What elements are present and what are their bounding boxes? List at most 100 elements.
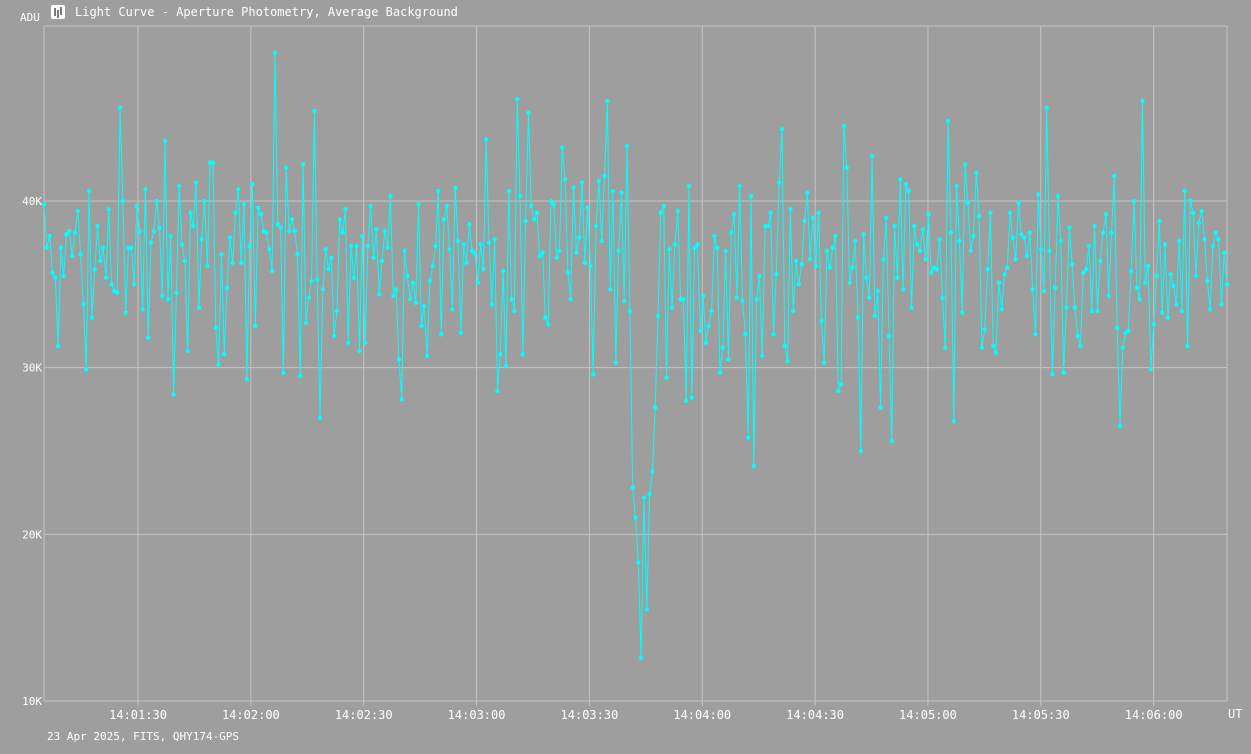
data-point bbox=[455, 238, 461, 244]
data-point bbox=[489, 302, 494, 307]
data-point bbox=[684, 398, 689, 404]
data-point bbox=[976, 213, 982, 219]
data-point bbox=[836, 388, 841, 394]
data-point bbox=[137, 228, 142, 234]
data-point bbox=[624, 143, 630, 149]
data-point bbox=[419, 323, 424, 329]
data-point bbox=[627, 308, 633, 314]
data-point bbox=[726, 357, 731, 362]
data-point bbox=[1205, 278, 1210, 284]
x-tick-label: 14:03:00 bbox=[448, 708, 506, 722]
data-point bbox=[162, 138, 168, 144]
data-point bbox=[681, 297, 686, 302]
data-point bbox=[416, 202, 421, 207]
data-point bbox=[103, 275, 109, 280]
data-point bbox=[399, 397, 404, 402]
data-point bbox=[929, 270, 934, 275]
data-point bbox=[374, 227, 379, 232]
data-point bbox=[965, 200, 971, 205]
data-point bbox=[109, 282, 114, 287]
x-tick-label: 14:03:30 bbox=[561, 708, 619, 722]
data-point bbox=[267, 247, 272, 252]
data-point bbox=[44, 245, 49, 250]
data-point bbox=[1064, 305, 1069, 310]
data-point bbox=[1103, 212, 1109, 217]
data-point bbox=[1222, 250, 1227, 255]
data-point bbox=[1058, 238, 1064, 244]
data-point bbox=[340, 230, 345, 235]
data-point bbox=[1010, 235, 1016, 240]
data-point bbox=[385, 245, 390, 250]
data-point bbox=[937, 237, 942, 242]
data-point bbox=[827, 265, 832, 270]
data-point bbox=[909, 305, 914, 310]
data-point bbox=[1168, 272, 1173, 277]
data-point bbox=[968, 248, 973, 254]
data-point bbox=[1078, 343, 1083, 349]
data-point bbox=[1036, 192, 1041, 197]
data-point bbox=[630, 485, 635, 490]
data-point bbox=[760, 353, 765, 359]
data-point bbox=[115, 290, 120, 295]
data-point bbox=[78, 252, 83, 257]
data-point bbox=[424, 353, 430, 359]
data-point bbox=[264, 230, 269, 235]
data-point bbox=[864, 275, 869, 280]
data-point bbox=[796, 282, 802, 287]
data-point bbox=[236, 187, 241, 192]
data-point bbox=[869, 153, 875, 159]
data-point bbox=[982, 327, 987, 332]
x-tick-label: 14:04:00 bbox=[673, 708, 731, 722]
data-point bbox=[89, 315, 95, 320]
data-point bbox=[554, 255, 559, 260]
data-point bbox=[377, 292, 382, 297]
data-point bbox=[900, 287, 906, 292]
data-point bbox=[326, 267, 331, 272]
data-point bbox=[816, 210, 821, 215]
data-point bbox=[661, 203, 666, 209]
data-point bbox=[841, 123, 847, 129]
data-point bbox=[813, 263, 818, 269]
data-point bbox=[560, 145, 565, 150]
data-point bbox=[1061, 370, 1066, 375]
data-point bbox=[177, 183, 182, 189]
data-point bbox=[258, 212, 264, 217]
data-point bbox=[1024, 253, 1030, 259]
data-point bbox=[174, 290, 179, 295]
y-tick-label: 40K bbox=[22, 195, 42, 208]
data-point bbox=[467, 222, 472, 227]
data-point bbox=[703, 340, 709, 345]
data-point bbox=[67, 228, 72, 234]
data-point bbox=[1106, 293, 1111, 299]
data-point bbox=[506, 188, 511, 194]
data-point bbox=[672, 242, 678, 247]
data-point bbox=[281, 370, 286, 375]
data-point bbox=[300, 162, 306, 167]
data-point bbox=[782, 343, 787, 349]
data-point bbox=[1050, 372, 1055, 377]
data-point bbox=[81, 302, 86, 307]
x-tick-label: 14:01:30 bbox=[109, 708, 167, 722]
data-point bbox=[689, 395, 694, 400]
data-point bbox=[1117, 423, 1123, 429]
data-point bbox=[393, 287, 399, 292]
data-point bbox=[638, 655, 644, 660]
data-point bbox=[892, 223, 897, 229]
x-tick-label: 14:02:30 bbox=[335, 708, 393, 722]
data-point bbox=[343, 207, 348, 212]
data-point bbox=[771, 332, 776, 337]
data-point bbox=[853, 238, 858, 244]
data-point bbox=[1210, 243, 1216, 249]
data-point bbox=[450, 307, 455, 312]
data-point bbox=[233, 210, 238, 215]
data-point bbox=[1224, 282, 1230, 287]
data-point bbox=[461, 242, 466, 247]
data-point bbox=[303, 320, 309, 325]
data-point bbox=[737, 183, 742, 189]
data-point bbox=[1191, 210, 1196, 215]
data-point bbox=[120, 198, 126, 204]
data-point bbox=[636, 560, 641, 565]
data-point bbox=[439, 332, 444, 337]
data-point bbox=[1199, 208, 1204, 214]
